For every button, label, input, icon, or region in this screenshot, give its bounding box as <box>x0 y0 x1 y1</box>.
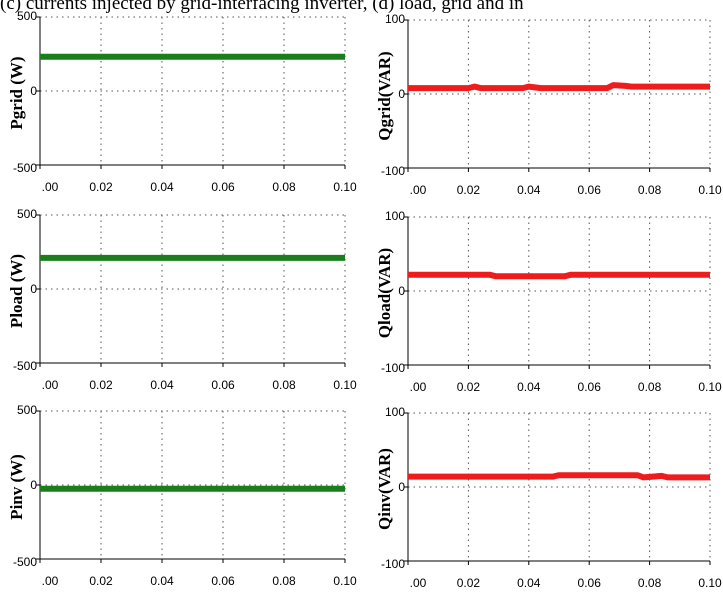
y-axis-label: Qgrid(VAR) <box>375 51 394 140</box>
y-tick-label: -100 <box>381 164 405 178</box>
chart-panel-5: 500 0 -500 .00 0.02 0.04 0.06 0.08 0.10 Pinv (W) <box>7 403 357 588</box>
y-tick-label: -500 <box>13 555 37 569</box>
y-tick-label: 0 <box>398 480 405 494</box>
x-tick-label: 0.10 <box>698 576 722 590</box>
x-tick-label: 0.02 <box>457 576 481 590</box>
series-line <box>408 82 710 92</box>
y-axis-label: Pgrid (W) <box>7 56 26 129</box>
y-axis-label: Qinv(VAR) <box>375 448 394 530</box>
x-tick-label: 0.08 <box>272 180 296 194</box>
x-tick-label: 0.06 <box>578 576 602 590</box>
x-tick-label: 0.08 <box>638 183 662 197</box>
x-tick-label: 0.04 <box>517 576 541 590</box>
y-tick-label: -500 <box>13 161 37 175</box>
chart-panel-1: 500 0 -500 .00 0.02 0.04 0.06 0.08 0.10 Pgrid (W) <box>7 9 357 194</box>
y-axis-label: Qload(VAR) <box>375 248 394 338</box>
y-tick-label: 100 <box>385 12 405 26</box>
x-tick-label: 0.06 <box>578 183 602 197</box>
y-tick-label: 100 <box>385 209 405 223</box>
y-tick-label: -100 <box>381 361 405 375</box>
y-axis-label: Pinv (W) <box>7 454 26 520</box>
x-tick-label: 0.08 <box>272 574 296 588</box>
y-tick-label: 0 <box>398 284 405 298</box>
y-tick-label: 500 <box>17 207 37 221</box>
x-tick-label: 0.06 <box>211 574 235 588</box>
x-tick-label: .00 <box>410 380 427 394</box>
x-tick-label: 0.10 <box>333 378 357 392</box>
y-tick-label: 0 <box>30 478 37 492</box>
y-tick-label: -100 <box>381 557 405 571</box>
x-tick-label: 0.02 <box>457 380 481 394</box>
y-tick-label: 500 <box>17 9 37 23</box>
y-tick-label: 100 <box>385 405 405 419</box>
x-tick-label: 0.06 <box>578 380 602 394</box>
figure-caption: (c) currents injected by grid-interfacin… <box>0 0 524 14</box>
x-tick-label: 0.08 <box>638 576 662 590</box>
x-tick-label: 0.04 <box>150 574 174 588</box>
x-tick-label: .00 <box>42 378 59 392</box>
series-line <box>408 472 710 481</box>
x-tick-label: 0.02 <box>457 183 481 197</box>
series-line <box>408 271 710 280</box>
x-tick-label: 0.04 <box>517 183 541 197</box>
y-tick-label: 0 <box>30 282 37 296</box>
x-tick-label: 0.08 <box>638 380 662 394</box>
x-tick-label: 0.08 <box>272 378 296 392</box>
x-tick-label: 0.10 <box>698 380 722 394</box>
x-tick-label: 0.02 <box>89 574 113 588</box>
chart-panel-2: 100 0 -100 .00 0.02 0.04 0.06 0.08 0.10 Qgrid(VAR… <box>375 12 722 197</box>
chart-panel-6: 100 0 -100 .00 0.02 0.04 0.06 0.08 0.10 Qinv(VAR) <box>375 405 722 590</box>
y-axis-label: Pload (W) <box>7 254 26 328</box>
x-tick-label: 0.06 <box>211 378 235 392</box>
x-tick-label: .00 <box>410 576 427 590</box>
x-tick-label: 0.10 <box>333 180 357 194</box>
x-tick-label: 0.02 <box>89 180 113 194</box>
x-tick-label: 0.10 <box>333 574 357 588</box>
x-tick-label: 0.04 <box>517 380 541 394</box>
y-tick-label: -500 <box>13 359 37 373</box>
x-tick-label: .00 <box>42 180 59 194</box>
x-tick-label: .00 <box>42 574 59 588</box>
y-tick-label: 0 <box>398 87 405 101</box>
x-tick-label: .00 <box>410 183 427 197</box>
y-tick-label: 500 <box>17 403 37 417</box>
chart-panel-4: 100 0 -100 .00 0.02 0.04 0.06 0.08 0.10 Qload(VAR… <box>375 209 722 394</box>
x-tick-label: 0.06 <box>211 180 235 194</box>
chart-panel-3: 500 0 -500 .00 0.02 0.04 0.06 0.08 0.10 Pload (W) <box>7 207 357 392</box>
x-tick-label: 0.04 <box>150 378 174 392</box>
y-tick-label: 0 <box>30 84 37 98</box>
x-tick-label: 0.04 <box>150 180 174 194</box>
x-tick-label: 0.02 <box>89 378 113 392</box>
x-tick-label: 0.10 <box>698 183 722 197</box>
